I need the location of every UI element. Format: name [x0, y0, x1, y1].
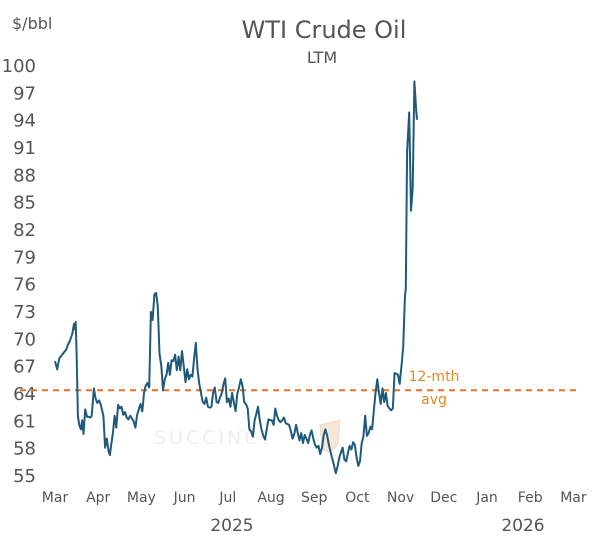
y-tick-label: 64 [13, 384, 36, 405]
y-tick-label: 61 [13, 411, 36, 432]
average-label-line: avg [421, 392, 447, 408]
average-label: 12-mth avg [409, 369, 460, 408]
average-label-line: 12-mth [409, 369, 460, 385]
x-tick-label: Jun [173, 490, 196, 506]
watermark-text: SUCCINCT [154, 427, 275, 449]
x-tick-label: Feb [518, 490, 543, 506]
y-tick-label: 91 [13, 138, 36, 159]
y-tick-label: 94 [13, 111, 36, 132]
chart-title: WTI Crude Oil [242, 16, 407, 44]
x-tick-label: Jul [218, 490, 236, 506]
x-tick-label: Dec [430, 490, 457, 506]
y-tick-label: 88 [13, 165, 36, 186]
x-axis: Mar Apr May Jun Jul Aug Sep Oct Nov Dec Jan Feb Mar [42, 490, 587, 506]
year-label: 2026 [501, 516, 544, 536]
x-tick-label: May [127, 490, 156, 506]
chart-subtitle: LTM [307, 48, 337, 67]
y-tick-label: 100 [2, 56, 36, 77]
x-tick-label: Aug [257, 490, 284, 506]
year-label: 2025 [210, 516, 253, 536]
x-tick-label: Jan [475, 490, 498, 506]
y-tick-label: 67 [13, 357, 36, 378]
series-line-wti [54, 80, 418, 475]
y-axis-unit: $/bbl [12, 14, 52, 33]
y-tick-label: 79 [13, 247, 36, 268]
y-axis: 55 58 61 64 67 70 73 76 79 82 85 88 91 94 97 100 [2, 56, 36, 487]
y-tick-label: 82 [13, 220, 36, 241]
y-tick-label: 85 [13, 193, 36, 214]
y-tick-label: 73 [13, 302, 36, 323]
x-tick-label: Sep [301, 490, 328, 506]
x-tick-label: Mar [42, 490, 69, 506]
x-tick-label: Nov [387, 490, 414, 506]
x-tick-label: Mar [560, 490, 587, 506]
x-tick-label: Oct [345, 490, 370, 506]
y-tick-label: 70 [13, 329, 36, 350]
x-tick-label: Apr [86, 490, 110, 506]
watermark: SUCCINCT [154, 419, 341, 452]
y-tick-label: 97 [13, 83, 36, 104]
year-labels: 2025 2026 [210, 516, 544, 536]
y-tick-label: 58 [13, 439, 36, 460]
y-tick-label: 76 [13, 275, 36, 296]
y-tick-label: 55 [13, 466, 36, 487]
